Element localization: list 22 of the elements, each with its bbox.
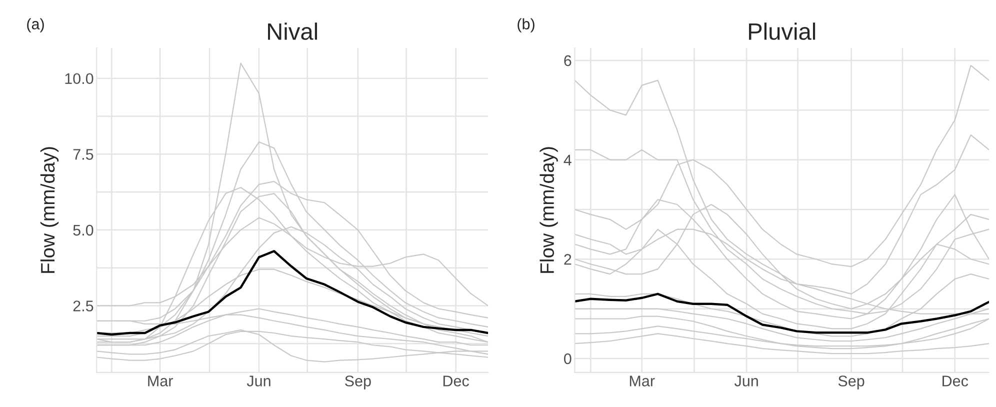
y-axis-title: Flow (mm/day) (540, 147, 558, 273)
x-tick-label: Mar (630, 376, 655, 386)
chart-title: Nival (268, 22, 317, 40)
chart-title: Pluvial (749, 22, 816, 40)
x-tick-label: Dec (443, 376, 469, 386)
y-tick-label: 5.0 (73, 224, 94, 236)
x-tick-label: Jun (246, 376, 270, 386)
x-tick-label: Dec (942, 376, 968, 386)
y-tick-label: 0 (564, 353, 572, 364)
y-tick-label: 2 (564, 254, 572, 265)
y-tick-label: 7.5 (73, 149, 94, 160)
x-tick-label: Jun (734, 376, 758, 386)
y-tick-label: 6 (564, 55, 572, 66)
x-tick-label: Sep (345, 376, 371, 390)
x-tick-label: Sep (838, 376, 864, 390)
y-tick-label: 2.5 (73, 300, 94, 312)
y-tick-label: 10.0 (65, 73, 94, 84)
text: (b) (518, 18, 534, 32)
y-tick-label: 4 (564, 154, 572, 166)
text: (a) (27, 18, 44, 32)
x-tick-label: Mar (148, 376, 173, 386)
y-axis-title: Flow (mm/day) (40, 147, 59, 273)
